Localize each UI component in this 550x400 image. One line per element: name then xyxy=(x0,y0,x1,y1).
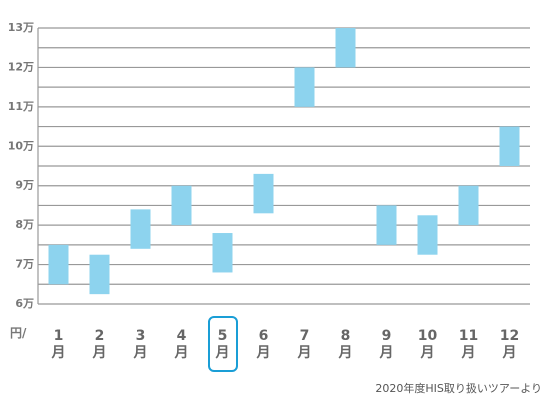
source-note: 2020年度HIS取り扱いツアーより xyxy=(375,382,542,395)
y-tick-label: 12万 xyxy=(8,60,34,73)
y-tick-label: 10万 xyxy=(8,139,34,152)
bar xyxy=(458,185,479,226)
y-unit-label: 円/ xyxy=(10,326,27,340)
x-tick-label: 9月 xyxy=(379,328,394,361)
y-tick-label: 13万 xyxy=(8,21,34,34)
x-tick-label: 7月 xyxy=(297,328,312,361)
bar xyxy=(335,28,356,68)
bar xyxy=(417,215,438,255)
bar xyxy=(130,209,151,249)
bar xyxy=(294,67,315,107)
bar xyxy=(499,126,520,166)
bar xyxy=(253,173,274,214)
bar xyxy=(89,254,110,295)
x-tick-label: 5月 xyxy=(215,328,230,361)
x-tick-label: 8月 xyxy=(338,328,353,361)
highlight-box xyxy=(207,316,238,372)
y-tick-label: 8万 xyxy=(15,218,34,231)
x-tick-label: 12月 xyxy=(499,328,520,361)
x-tick-label: 3月 xyxy=(133,328,148,361)
bar xyxy=(48,244,69,285)
y-tick-label: 11万 xyxy=(8,100,34,113)
y-tick-label: 7万 xyxy=(15,258,34,271)
x-tick-label: 1月 xyxy=(51,328,66,361)
y-tick-label: 6万 xyxy=(15,297,34,310)
x-tick-label: 10月 xyxy=(417,328,438,361)
y-tick-label: 9万 xyxy=(15,179,34,192)
bar xyxy=(212,233,233,273)
bar xyxy=(376,205,397,245)
x-tick-label: 11月 xyxy=(458,328,479,361)
x-tick-label: 4月 xyxy=(174,328,189,361)
bar xyxy=(171,185,192,226)
x-tick-label: 2月 xyxy=(92,328,107,361)
x-tick-label: 6月 xyxy=(256,328,271,361)
